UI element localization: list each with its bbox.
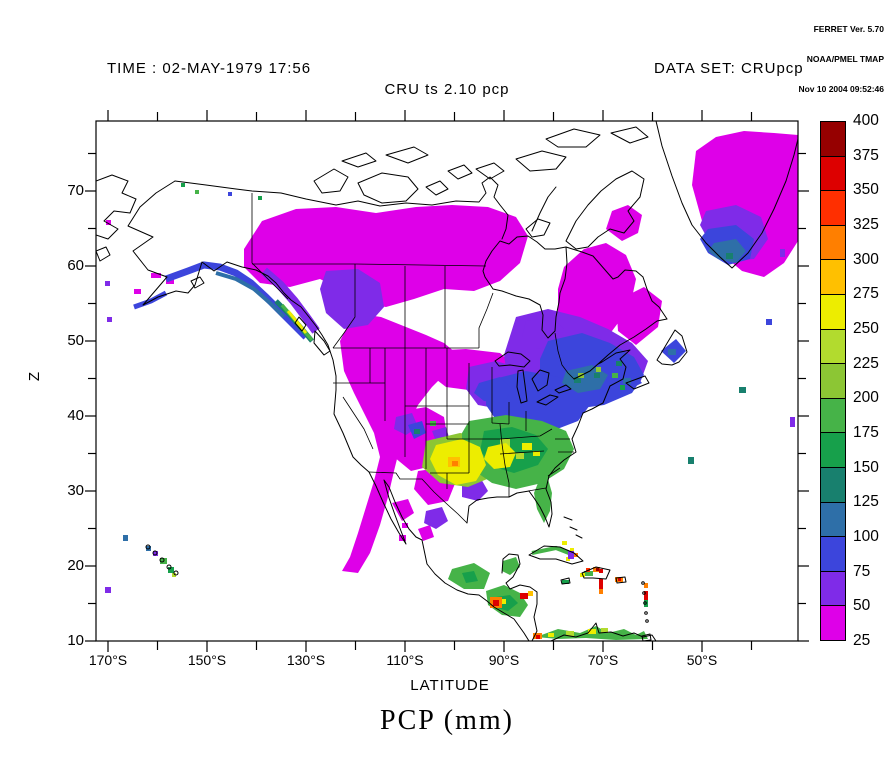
y-tick-label: 60: [67, 257, 84, 274]
y-tick-label: 10: [67, 632, 84, 649]
x-tick-label: 90°S: [488, 652, 520, 668]
colorbar-cell: [820, 363, 846, 399]
y-tick-label: 40: [67, 407, 84, 424]
borders-layer: [251, 193, 575, 524]
colorbar-level-label: 275: [853, 285, 879, 303]
y-tick-label: 30: [67, 482, 84, 499]
colorbar-level-label: 125: [853, 493, 879, 511]
colorbar-level-label: 50: [853, 597, 871, 615]
colorbar-level-label: 225: [853, 354, 879, 372]
dataset-label: DATA SET: CRUpcp: [654, 60, 804, 77]
colorbar-cell: [820, 121, 846, 157]
colorbar-cell: [820, 259, 846, 295]
ferret-branding: FERRET Ver. 5.70 NOAA/PMEL TMAP Nov 10 2…: [798, 4, 884, 114]
x-tick-label: 130°S: [286, 652, 326, 668]
colorbar-cell: [820, 224, 846, 261]
colorbar-level-label: 300: [853, 250, 879, 268]
x-tick-label: 150°S: [187, 652, 227, 668]
precipitation-fill-layer: [105, 131, 798, 640]
noaa-pmel-text: NOAA/PMEL TMAP: [806, 54, 884, 64]
colorbar-level-label: 325: [853, 216, 879, 233]
colorbar-cell: [820, 536, 846, 572]
plot-title: CRU ts 2.10 pcp: [384, 81, 510, 98]
colorbar-level-label: 175: [853, 424, 879, 441]
x-tick-label: 170°S: [88, 652, 128, 668]
x-tick-label: 110°S: [386, 652, 424, 668]
colorbar-level-label: 375: [853, 146, 879, 164]
colorbar-cell: [820, 328, 846, 365]
colorbar-cell: [820, 155, 846, 192]
colorbar-cell: [820, 605, 846, 641]
render-timestamp-text: Nov 10 2004 09:52:46: [798, 84, 884, 94]
colorbar-level-label: 75: [853, 562, 871, 580]
x-tick-label: 50°S: [686, 652, 718, 668]
colorbar-level-label: 25: [853, 632, 871, 649]
colorbar-cell: [820, 293, 846, 330]
colorbar-cell: [820, 432, 846, 468]
y-tick-label: 50: [67, 332, 84, 349]
colorbar-level-label: 250: [853, 320, 879, 337]
plot-frame: [95, 120, 799, 642]
axis-ticks: [85, 110, 809, 652]
colorbar-level-label: 150: [853, 458, 879, 476]
colorbar-level-label: 350: [853, 181, 879, 199]
colorbar-cell: [820, 501, 846, 538]
y-tick-label: 20: [67, 557, 84, 574]
colorbar: [820, 121, 846, 641]
x-tick-label: 70°S: [587, 652, 619, 668]
coastline-layer: [96, 121, 798, 641]
colorbar-level-label: 100: [853, 528, 879, 545]
colorbar-variable-title: PCP (mm): [380, 705, 514, 736]
colorbar-cell: [820, 466, 846, 503]
time-label: TIME : 02-MAY-1979 17:56: [107, 60, 312, 77]
colorbar-level-label: 200: [853, 389, 879, 407]
colorbar-cell: [820, 570, 846, 607]
colorbar-cell: [820, 190, 846, 226]
y-tick-label: 70: [67, 182, 84, 199]
ferret-version-text: FERRET Ver. 5.70: [813, 24, 884, 34]
x-axis-label: LATITUDE: [410, 677, 490, 694]
colorbar-level-label: 400: [853, 112, 879, 129]
colorbar-cell: [820, 397, 846, 434]
